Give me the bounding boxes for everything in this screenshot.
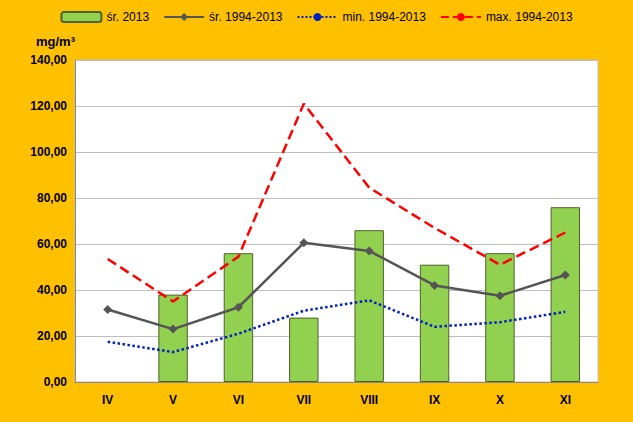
svg-text:VIII: VIII <box>360 393 378 407</box>
svg-text:mg/m³: mg/m³ <box>36 34 76 49</box>
svg-text:V: V <box>169 393 177 407</box>
svg-text:140,00: 140,00 <box>30 53 67 67</box>
svg-text:20,00: 20,00 <box>37 329 67 343</box>
svg-text:XI: XI <box>560 393 571 407</box>
svg-text:100,00: 100,00 <box>30 145 67 159</box>
svg-text:IV: IV <box>102 393 113 407</box>
svg-text:VI: VI <box>233 393 244 407</box>
svg-text:X: X <box>496 393 504 407</box>
svg-text:80,00: 80,00 <box>37 191 67 205</box>
svg-text:0,00: 0,00 <box>44 375 68 389</box>
svg-text:60,00: 60,00 <box>37 237 67 251</box>
svg-text:śr. 1994-2013: śr. 1994-2013 <box>209 10 283 24</box>
svg-text:VII: VII <box>296 393 311 407</box>
svg-text:min. 1994-2013: min. 1994-2013 <box>342 10 426 24</box>
svg-text:IX: IX <box>429 393 440 407</box>
svg-text:śr. 2013: śr. 2013 <box>106 10 149 24</box>
svg-text:max. 1994-2013: max. 1994-2013 <box>486 10 573 24</box>
svg-text:40,00: 40,00 <box>37 283 67 297</box>
svg-text:120,00: 120,00 <box>30 99 67 113</box>
